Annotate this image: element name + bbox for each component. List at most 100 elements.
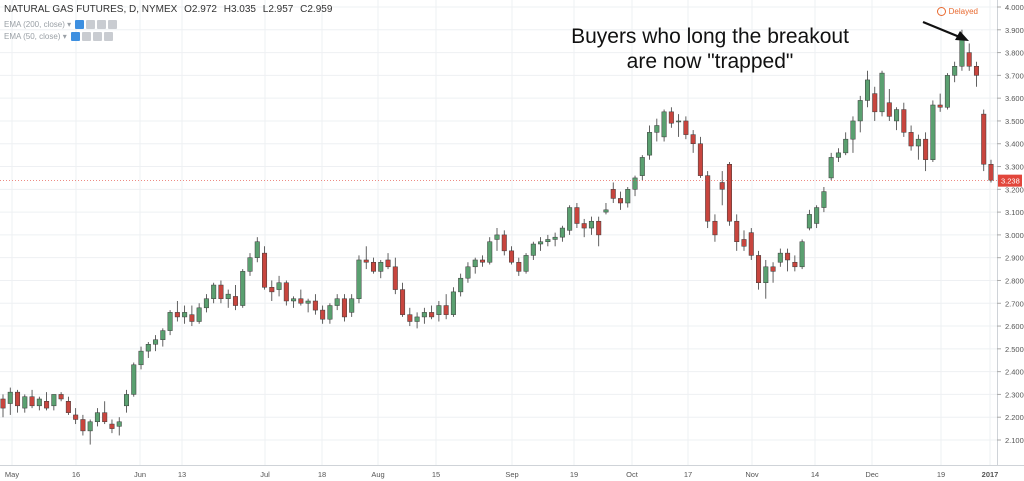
y-tick-label: 2.400: [1005, 368, 1024, 377]
eye-icon[interactable]: [70, 32, 80, 42]
candle: [676, 114, 682, 137]
candle: [538, 237, 544, 251]
candle: [174, 300, 180, 322]
candle: [189, 305, 195, 327]
candle-body: [414, 316, 420, 322]
last-price-label: 3.238: [1001, 177, 1020, 186]
candle-body: [908, 132, 914, 147]
candle: [349, 294, 355, 317]
candle: [145, 342, 151, 358]
candle: [574, 202, 580, 229]
candle: [530, 241, 536, 260]
candle-body: [58, 394, 64, 400]
candle-body: [262, 252, 268, 288]
candle-body: [436, 305, 442, 315]
candle: [872, 86, 878, 121]
candle: [930, 100, 936, 162]
candle-body: [131, 364, 137, 395]
candle-body: [356, 259, 362, 299]
candle: [203, 294, 209, 313]
candle-body: [915, 138, 921, 147]
x-tick-label: 19: [570, 470, 578, 479]
candle: [661, 109, 667, 142]
arrow-icon: [922, 20, 969, 41]
x-tick-label: Jun: [134, 470, 146, 479]
symbol-name[interactable]: NATURAL GAS FUTURES, D, NYMEX: [4, 4, 178, 15]
delayed-badge[interactable]: Delayed: [936, 7, 978, 17]
candle-body: [174, 312, 180, 318]
candle: [588, 216, 594, 235]
candle: [15, 389, 21, 413]
candle: [131, 362, 137, 397]
x-tick-label: 16: [72, 470, 80, 479]
candle: [559, 225, 565, 242]
x-tick-label: 2017: [982, 470, 999, 479]
candle: [603, 202, 609, 215]
candle-body: [472, 259, 478, 268]
candle: [400, 282, 406, 317]
candle-body: [785, 252, 791, 261]
candle: [436, 300, 442, 322]
candle-body: [864, 79, 871, 101]
candle-body: [944, 75, 950, 108]
candle-body: [36, 398, 42, 407]
candle-body: [828, 157, 834, 179]
candle: [392, 257, 398, 295]
candle-body: [501, 234, 507, 252]
candle-body: [211, 284, 217, 299]
candle-body: [799, 241, 805, 268]
candle: [334, 294, 340, 311]
candle-body: [959, 36, 965, 67]
more-icon[interactable]: [103, 32, 113, 42]
ema-50-legend[interactable]: EMA (50, close) ▾: [4, 32, 113, 42]
candle-body: [218, 284, 224, 299]
last-price-tag: [998, 174, 1022, 187]
eye-icon[interactable]: [75, 20, 85, 30]
candle-body: [153, 339, 159, 345]
candle: [254, 237, 260, 263]
candle-body: [581, 223, 587, 229]
more-icon[interactable]: [108, 20, 118, 30]
candle: [225, 289, 231, 308]
candle: [639, 155, 645, 181]
candle: [298, 289, 304, 306]
candle: [494, 228, 500, 251]
candle: [29, 389, 35, 409]
candle-body: [203, 298, 209, 309]
candle: [232, 285, 238, 311]
time-axis: May 16 Jun 13 Jul 18 Aug 15 Sep 19 Oct 17 Nov 14 Dec 19…: [0, 465, 1024, 479]
candle-body: [647, 132, 653, 156]
candle: [777, 248, 783, 267]
candle: [835, 148, 841, 162]
candle-body: [138, 350, 144, 366]
candle: [276, 275, 282, 297]
candle: [814, 205, 820, 229]
y-tick-label: 2.500: [1005, 345, 1024, 354]
close-icon[interactable]: [92, 32, 102, 42]
candle: [792, 255, 798, 272]
high-value: H3.035: [223, 4, 256, 15]
candle-body: [29, 396, 35, 407]
x-tick-label: 17: [684, 470, 692, 479]
ema-200-legend[interactable]: EMA (200, close) ▾: [4, 20, 118, 30]
candle: [153, 335, 159, 352]
close-value: C2.959: [300, 4, 333, 15]
gear-icon[interactable]: [81, 32, 91, 42]
candle: [705, 171, 711, 229]
ema-50-label: EMA (50, close): [4, 32, 61, 41]
candle-body: [225, 293, 231, 299]
close-icon[interactable]: [97, 20, 107, 30]
candle-body: [283, 282, 289, 302]
x-tick-label: 18: [318, 470, 326, 479]
candle: [690, 130, 696, 153]
candle-body: [901, 109, 907, 133]
candle-body: [65, 401, 71, 413]
gear-icon[interactable]: [86, 20, 96, 30]
candle: [770, 262, 776, 283]
candle-body: [690, 134, 696, 144]
candle-body: [363, 259, 369, 263]
y-tick-label: 3.700: [1005, 71, 1024, 80]
candle: [828, 152, 834, 181]
candle: [908, 125, 914, 151]
